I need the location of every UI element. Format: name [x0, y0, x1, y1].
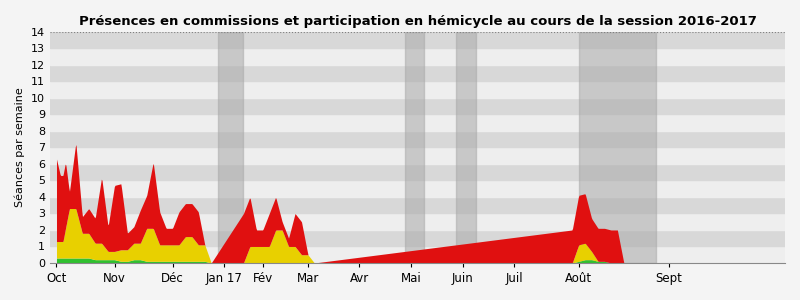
Y-axis label: Séances par semaine: Séances par semaine [15, 88, 26, 207]
Bar [218, 32, 243, 263]
Bar [50, 164, 785, 181]
Bar [50, 48, 785, 65]
Bar [50, 214, 785, 230]
Bar [50, 32, 785, 48]
Bar [578, 32, 656, 263]
Bar [50, 181, 785, 197]
Bar [50, 82, 785, 98]
Bar [50, 247, 785, 263]
Bar [405, 32, 424, 263]
Bar [50, 131, 785, 148]
Bar [50, 230, 785, 247]
Bar [50, 98, 785, 115]
Bar [50, 148, 785, 164]
Bar [456, 32, 475, 263]
Bar [50, 65, 785, 82]
Bar [50, 197, 785, 214]
Title: Présences en commissions et participation en hémicycle au cours de la session 20: Présences en commissions et participatio… [78, 15, 757, 28]
Bar [50, 115, 785, 131]
